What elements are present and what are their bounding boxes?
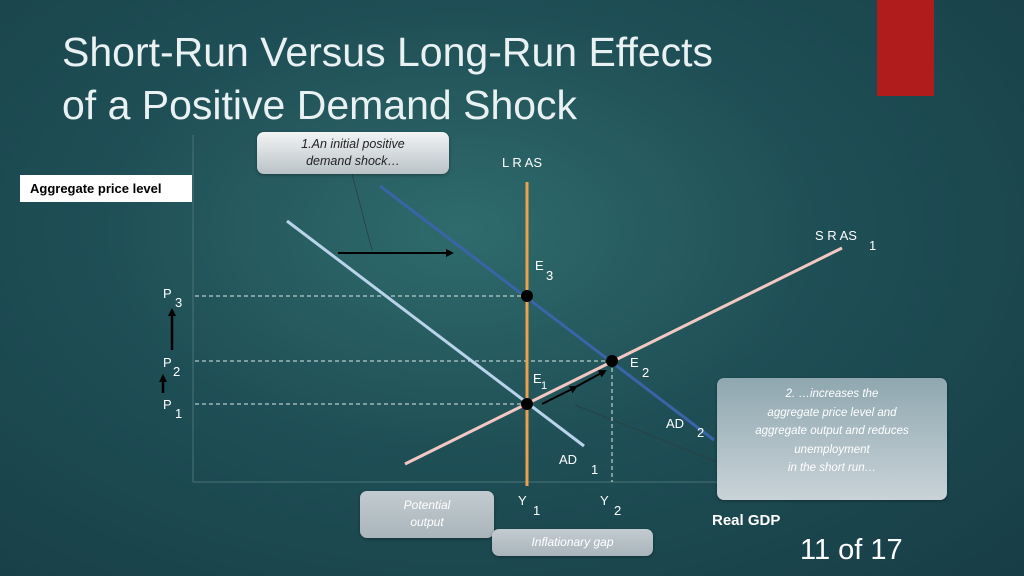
p1-label-sub: 1 — [175, 406, 182, 421]
ad2-label-sub: 2 — [697, 425, 704, 440]
increase-callout-line-1: 2. …increases the — [785, 388, 879, 400]
potential-output-callout: Potential output — [360, 491, 494, 538]
e1-point — [521, 398, 533, 410]
slide-title: Short-Run Versus Long-Run Effects of a P… — [62, 26, 822, 132]
shock-callout-line-1: 1.An initial positive — [301, 137, 405, 151]
inflationary-gap-callout: Inflationary gap — [492, 529, 653, 556]
ad1-curve — [286, 219, 585, 448]
ad2-label: AD — [666, 416, 684, 431]
accent-tab — [877, 0, 934, 96]
p3-label-sub: 3 — [175, 295, 182, 310]
y1-label: Y — [518, 493, 527, 508]
e3-point — [521, 290, 533, 302]
ad1-label: AD — [559, 452, 577, 467]
movement-arrow-2 — [571, 370, 607, 390]
title-line-2: of a Positive Demand Shock — [62, 82, 578, 128]
sras-label: S R AS — [815, 228, 857, 243]
p1-label: P — [163, 397, 172, 412]
e1-label-sub: 1 — [541, 380, 547, 392]
y2-label: Y — [600, 493, 609, 508]
e3-label: E — [535, 258, 544, 273]
p2-label-sub: 2 — [173, 364, 180, 379]
ad2-curve — [379, 184, 715, 442]
y2-label-sub: 2 — [614, 503, 621, 518]
e1-label: E — [533, 371, 542, 386]
movement-arrow-1 — [541, 386, 578, 405]
y1-label-sub: 1 — [533, 503, 540, 518]
e2-label: E — [630, 355, 639, 370]
e2-label-sub: 2 — [642, 365, 649, 380]
shock-leader-line — [351, 173, 373, 251]
shock-callout-line-2: demand shock… — [306, 154, 400, 168]
increase-callout-line-2: aggregate price level and — [767, 406, 897, 419]
increase-callout: 2. …increases the aggregate price level … — [717, 378, 947, 500]
sras-label-sub: 1 — [869, 238, 876, 253]
increase-callout-line-5: in the short run… — [787, 462, 877, 474]
potential-callout-line-2: output — [410, 515, 444, 529]
increase-callout-line-4: unemployment — [794, 443, 870, 456]
potential-callout-line-1: Potential — [403, 498, 451, 512]
lras-label: L R AS — [502, 155, 542, 170]
e3-label-sub: 3 — [546, 268, 553, 283]
increase-callout-line-3: aggregate output and reduces — [755, 425, 909, 437]
slide-number: 11 of 17 — [800, 534, 903, 566]
y-axis-label: Aggregate price level — [20, 175, 192, 202]
increase-leader-line — [574, 404, 718, 463]
sras-curve — [404, 246, 843, 466]
x-axis-label: Real GDP — [712, 512, 781, 529]
ad1-label-sub: 1 — [591, 462, 598, 477]
p3-label: P — [163, 286, 172, 301]
gap-callout-text: Inflationary gap — [531, 535, 614, 549]
title-line-1: Short-Run Versus Long-Run Effects — [62, 29, 714, 75]
p2-label: P — [163, 355, 172, 370]
e2-point — [606, 355, 618, 367]
shock-callout: 1.An initial positive demand shock… — [257, 132, 449, 174]
